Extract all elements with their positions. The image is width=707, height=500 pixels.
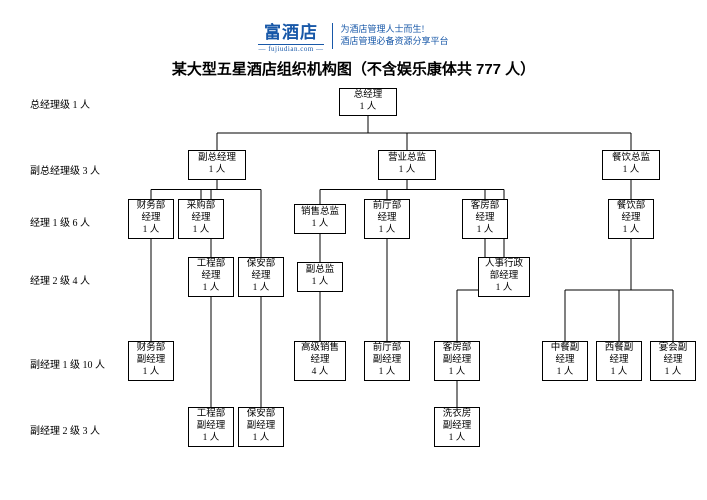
org-node-dgm: 副总经理1 人 — [188, 150, 246, 180]
brand-divider — [332, 23, 333, 49]
row-label: 副经理 2 级 3 人 — [30, 422, 100, 437]
row-label: 经理 1 级 6 人 — [30, 214, 90, 229]
org-node-asales: 高级销售经理4 人 — [294, 341, 346, 381]
org-node-asec: 保安部副经理1 人 — [238, 407, 284, 447]
row-label: 总经理级 1 人 — [30, 96, 90, 111]
row-label: 副总经理级 3 人 — [30, 162, 100, 177]
org-node-awest: 西餐副经理1 人 — [596, 341, 642, 381]
org-node-fin: 财务部经理1 人 — [128, 199, 174, 239]
org-node-pur: 采购部经理1 人 — [178, 199, 224, 239]
chart-title: 某大型五星酒店组织机构图（不含娱乐康体共 777 人） — [0, 58, 707, 79]
org-node-gm: 总经理1 人 — [339, 88, 397, 116]
brand-domain: — fujiudian.com — — [258, 44, 323, 53]
brand-header: 富酒店 — fujiudian.com — 为酒店管理人士而生! 酒店管理必备资… — [0, 18, 707, 53]
org-node-fb: 餐饮总监1 人 — [602, 150, 660, 180]
org-node-alaun: 洗衣房副经理1 人 — [434, 407, 480, 447]
brand-logo: 富酒店 — fujiudian.com — — [258, 18, 323, 53]
org-node-ops: 营业总监1 人 — [378, 150, 436, 180]
org-node-hr: 人事行政部经理1 人 — [478, 257, 530, 297]
org-node-ahk: 客房部副经理1 人 — [434, 341, 480, 381]
row-label: 副经理 1 级 10 人 — [30, 356, 105, 371]
org-node-fbmgr: 餐饮部经理1 人 — [608, 199, 654, 239]
org-node-aeng: 工程部副经理1 人 — [188, 407, 234, 447]
org-node-afo: 前厅部副经理1 人 — [364, 341, 410, 381]
org-node-afin: 财务部副经理1 人 — [128, 341, 174, 381]
org-node-sec: 保安部经理1 人 — [238, 257, 284, 297]
org-node-hk: 客房部经理1 人 — [462, 199, 508, 239]
row-label: 经理 2 级 4 人 — [30, 272, 90, 287]
org-node-sales: 销售总监1 人 — [294, 204, 346, 234]
brand-name: 富酒店 — [258, 18, 323, 43]
org-node-dsales: 副总监1 人 — [297, 262, 343, 292]
brand-slogan: 为酒店管理人士而生! 酒店管理必备资源分享平台 — [341, 24, 449, 47]
brand-slogan-line2: 酒店管理必备资源分享平台 — [341, 36, 449, 48]
brand-slogan-line1: 为酒店管理人士而生! — [341, 24, 449, 36]
org-node-fo: 前厅部经理1 人 — [364, 199, 410, 239]
org-node-eng: 工程部经理1 人 — [188, 257, 234, 297]
org-node-acn: 中餐副经理1 人 — [542, 341, 588, 381]
org-node-abqt: 宴会副经理1 人 — [650, 341, 696, 381]
